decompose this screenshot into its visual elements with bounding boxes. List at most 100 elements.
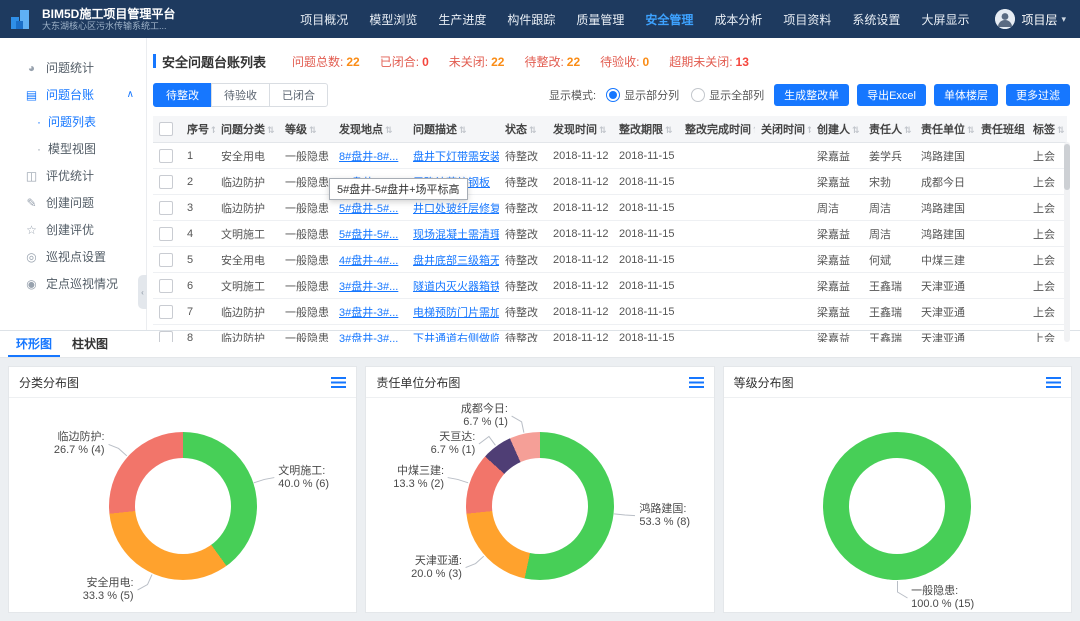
sidebar-item-patrol-point-settings[interactable]: ◎巡视点设置	[0, 243, 146, 270]
chart-card-0: 分类分布图文明施工:40.0 % (6)安全用电:33.3 % (5)临边防护:…	[8, 366, 357, 613]
cell-4[interactable]: 现场混凝土需清理...	[407, 221, 499, 247]
sidebar-item-fixed-patrol-status[interactable]: ◉定点巡视情况	[0, 270, 146, 297]
sidebar-item-model-view[interactable]: ·模型视图	[0, 135, 146, 162]
sidebar-item-issue-list[interactable]: ·问题列表	[0, 108, 146, 135]
row-checkbox[interactable]	[153, 195, 181, 221]
nav-item-documents[interactable]: 项目资料	[783, 11, 831, 28]
export-excel-button[interactable]: 导出Excel	[857, 84, 926, 106]
nav-item-overview[interactable]: 项目概况	[300, 11, 348, 28]
row-checkbox[interactable]	[153, 169, 181, 195]
generate-rectification-button[interactable]: 生成整改单	[774, 84, 849, 106]
cell-14: 上会	[1027, 195, 1067, 221]
column-header-5[interactable]: 状态⇅	[499, 116, 547, 143]
column-header-1[interactable]: 问题分类⇅	[215, 116, 279, 143]
select-all-checkbox[interactable]	[153, 116, 181, 143]
cell-3[interactable]: 3#盘井-3#...	[333, 273, 407, 299]
sort-icon: ⇅	[807, 125, 811, 135]
nav-item-safety[interactable]: 安全管理	[645, 11, 693, 28]
display-option-partial-columns[interactable]: 显示部分列	[606, 87, 679, 103]
display-option-all-columns[interactable]: 显示全部列	[691, 87, 764, 103]
cell-8	[679, 143, 755, 169]
cell-13	[975, 299, 1027, 325]
sidebar-item-issue-stats[interactable]: ◕问题统计	[0, 54, 146, 81]
cell-4[interactable]: 电梯预防门片需加...	[407, 299, 499, 325]
column-header-9[interactable]: 关闭时间⇅	[755, 116, 811, 143]
chart-tab-bar[interactable]: 柱状图	[64, 332, 116, 357]
filter-tab-pending-accept[interactable]: 待验收	[211, 83, 270, 107]
sort-icon: ⇅	[459, 125, 467, 135]
building-floor-button[interactable]: 单体楼层	[934, 84, 998, 106]
chart-card-2: 等级分布图一般隐患:100.0 % (15)	[723, 366, 1072, 613]
nav-item-production[interactable]: 生产进度	[438, 11, 486, 28]
filter-tab-pending-rectify[interactable]: 待整改	[153, 83, 212, 107]
nav-item-bigscreen[interactable]: 大屏显示	[921, 11, 969, 28]
sidebar-item-create-evaluation[interactable]: ☆创建评优	[0, 216, 146, 243]
table-vertical-scrollbar[interactable]	[1064, 142, 1070, 342]
nav-item-quality[interactable]: 质量管理	[576, 11, 624, 28]
user-menu[interactable]: 项目层 ▾	[995, 9, 1066, 29]
filter-tab-closed[interactable]: 已闭合	[269, 83, 328, 107]
cell-4[interactable]: 隧道内灭火器箱铁...	[407, 273, 499, 299]
cell-3[interactable]: 4#盘井-4#...	[333, 247, 407, 273]
column-header-0[interactable]: 序号⇅	[181, 116, 215, 143]
column-header-13[interactable]: 责任班组⇅	[975, 116, 1027, 143]
column-header-2[interactable]: 等级⇅	[279, 116, 333, 143]
cell-9	[755, 195, 811, 221]
column-header-12[interactable]: 责任单位⇅	[915, 116, 975, 143]
column-header-4[interactable]: 问题描述⇅	[407, 116, 499, 143]
row-checkbox[interactable]	[153, 143, 181, 169]
cell-10: 梁嘉益	[811, 169, 863, 195]
nav-item-components[interactable]: 构件跟踪	[507, 11, 555, 28]
cell-12: 天津亚通	[915, 299, 975, 325]
cell-4[interactable]: 盘井底部三级箱无...	[407, 247, 499, 273]
column-header-11[interactable]: 责任人⇅	[863, 116, 915, 143]
scrollbar-thumb[interactable]	[1064, 144, 1070, 190]
cell-3[interactable]: 5#盘井-5#...	[333, 221, 407, 247]
row-checkbox[interactable]	[153, 325, 181, 343]
row-checkbox[interactable]	[153, 247, 181, 273]
pie-slice-label: 成都今日:6.7 % (1)	[461, 403, 508, 429]
cell-1: 临边防护	[215, 169, 279, 195]
cell-2: 一般隐患	[279, 325, 333, 343]
brand: BIM5D施工项目管理平台 大东湖核心区污水传输系统工...	[0, 6, 233, 32]
column-header-8[interactable]: 整改完成时间⇅	[679, 116, 755, 143]
chart-menu-icon[interactable]	[689, 377, 704, 388]
stat-3: 待整改:22	[524, 53, 580, 70]
sidebar-collapse-handle[interactable]: ‹	[138, 275, 147, 309]
sidebar-item-create-issue[interactable]: ✎创建问题	[0, 189, 146, 216]
chart-card-1: 责任单位分布图鸿路建国:53.3 % (8)天津亚通:20.0 % (3)中煤三…	[365, 366, 714, 613]
nav-item-model[interactable]: 模型浏览	[369, 11, 417, 28]
chart-tab-donut[interactable]: 环形图	[8, 332, 60, 357]
cell-3[interactable]: 3#盘井-3#...	[333, 325, 407, 343]
status-filter-tabs: 待整改待验收已闭合	[153, 83, 328, 107]
chart-menu-icon[interactable]	[1046, 377, 1061, 388]
radio-label: 显示全部列	[709, 87, 764, 103]
column-header-7[interactable]: 整改期限⇅	[613, 116, 679, 143]
column-header-14[interactable]: 标签⇅	[1027, 116, 1067, 143]
column-header-3[interactable]: 发现地点⇅	[333, 116, 407, 143]
more-filters-button[interactable]: 更多过滤	[1006, 84, 1070, 106]
column-header-10[interactable]: 创建人⇅	[811, 116, 863, 143]
app-title: BIM5D施工项目管理平台	[42, 7, 175, 21]
sidebar-item-evaluation-stats[interactable]: ◫评优统计	[0, 162, 146, 189]
checkbox-icon	[159, 227, 173, 241]
nav-item-settings[interactable]: 系统设置	[852, 11, 900, 28]
issues-table: 序号⇅问题分类⇅等级⇅发现地点⇅问题描述⇅状态⇅发现时间⇅整改期限⇅整改完成时间…	[153, 116, 1067, 342]
cell-3[interactable]: 8#盘井-8#...	[333, 143, 407, 169]
cell-3[interactable]: 3#盘井-3#...	[333, 299, 407, 325]
cell-13	[975, 273, 1027, 299]
cell-10: 梁嘉益	[811, 273, 863, 299]
row-checkbox[interactable]	[153, 273, 181, 299]
cell-8	[679, 325, 755, 343]
cell-4[interactable]: 下井通道右侧做临...	[407, 325, 499, 343]
nav-item-cost[interactable]: 成本分析	[714, 11, 762, 28]
row-checkbox[interactable]	[153, 299, 181, 325]
column-header-6[interactable]: 发现时间⇅	[547, 116, 613, 143]
row-checkbox[interactable]	[153, 221, 181, 247]
cell-4[interactable]: 盘井下灯带需安装...	[407, 143, 499, 169]
table-row: 8临边防护一般隐患3#盘井-3#...下井通道右侧做临...待整改2018-11…	[153, 325, 1067, 343]
chart-menu-icon[interactable]	[331, 377, 346, 388]
cell-2: 一般隐患	[279, 221, 333, 247]
checkbox-icon	[159, 279, 173, 293]
sidebar-item-issue-ledger[interactable]: ▤问题台账∧	[0, 81, 146, 108]
